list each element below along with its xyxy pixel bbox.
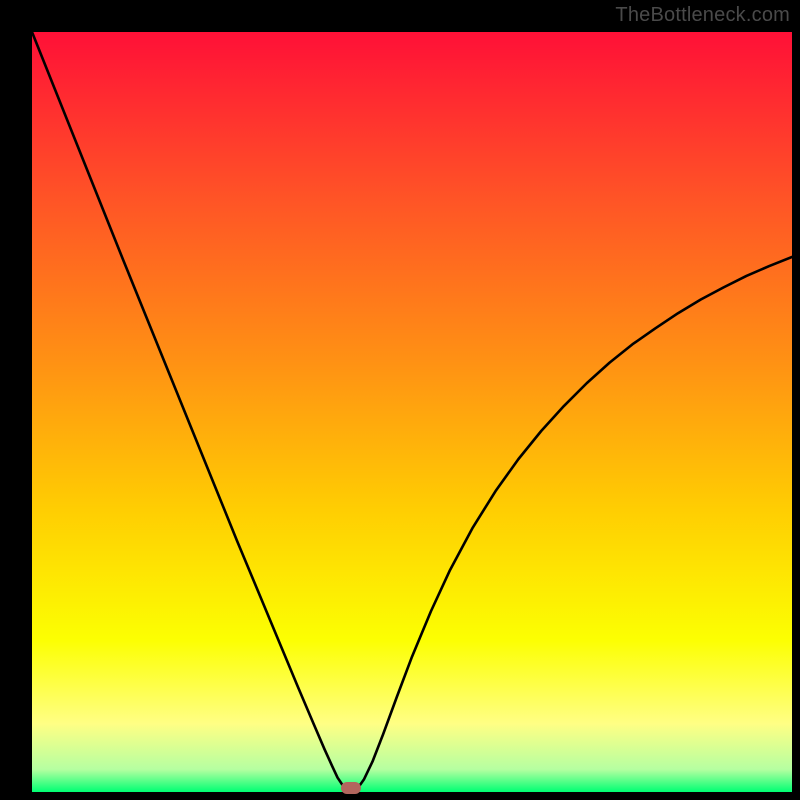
optimal-point-marker	[341, 782, 361, 794]
chart-frame: TheBottleneck.com	[0, 0, 800, 800]
bottleneck-curve	[32, 32, 792, 792]
plot-area	[32, 32, 792, 792]
watermark-label: TheBottleneck.com	[615, 4, 790, 27]
